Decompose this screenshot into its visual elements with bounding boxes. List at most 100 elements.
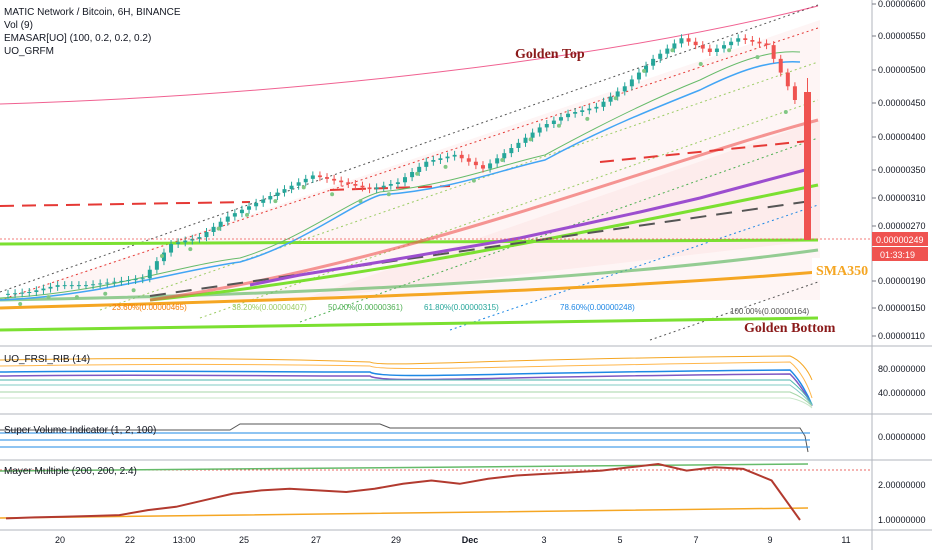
candle-body xyxy=(183,240,188,243)
candle-body xyxy=(55,285,60,287)
price-tick-label: 0.00000350 xyxy=(878,165,926,175)
indicator-vol[interactable]: Vol (9) xyxy=(4,20,33,31)
candle-body xyxy=(34,290,39,292)
candle-body xyxy=(636,72,641,80)
sar-dot xyxy=(74,295,79,300)
candle-body xyxy=(523,137,528,143)
candle-body xyxy=(530,132,535,138)
sar-dot xyxy=(528,137,533,142)
candle-body xyxy=(714,48,719,52)
candle-body xyxy=(424,161,429,167)
sar-dot xyxy=(216,226,221,231)
candle-body xyxy=(707,48,712,52)
candle-body xyxy=(722,45,727,49)
time-tick-label: 20 xyxy=(55,535,65,545)
candle-body xyxy=(197,237,202,239)
candle-body xyxy=(693,41,698,46)
candle-body xyxy=(346,182,351,184)
candle-body xyxy=(771,45,776,59)
candle-body xyxy=(509,148,514,154)
candle-body xyxy=(232,213,237,217)
sar-dot xyxy=(443,164,448,169)
sar-dot xyxy=(727,48,732,53)
sar-dot xyxy=(500,158,505,162)
candle-body xyxy=(13,293,18,295)
candle-body xyxy=(261,199,266,203)
time-tick-label: 7 xyxy=(693,535,698,545)
candle-body xyxy=(282,189,287,193)
last-price-value: 0.00000249 xyxy=(876,235,924,245)
svi-panel xyxy=(0,423,810,453)
fib-label: 61.80%(0.00000315) xyxy=(424,303,499,312)
time-tick-label: Dec xyxy=(462,535,479,545)
candle-body xyxy=(651,58,656,66)
time-axis[interactable]: 20 22 13:00 25 27 29 Dec 3 5 7 9 11 80.0000000 40.000… xyxy=(55,364,926,545)
candle-body xyxy=(98,283,103,285)
mayer-panel-title[interactable]: Mayer Multiple (200, 200, 2.4) xyxy=(4,466,137,477)
candle-body xyxy=(551,120,556,124)
candle-body xyxy=(566,113,571,118)
sar-dot xyxy=(415,171,420,176)
candle-body xyxy=(218,221,223,227)
candle-body xyxy=(27,292,32,293)
candle-body xyxy=(119,280,124,282)
candle-body xyxy=(587,108,592,111)
candle-body xyxy=(268,196,273,200)
sar-dot xyxy=(471,178,476,183)
candle-body xyxy=(317,175,322,178)
sar-dot xyxy=(783,110,788,114)
candle-body xyxy=(190,238,195,241)
price-tick-label: 0.00000110 xyxy=(878,331,925,341)
candle-body xyxy=(48,286,53,289)
rsi-panel xyxy=(0,355,813,409)
candle-body xyxy=(403,177,407,183)
candle-body xyxy=(275,192,280,196)
sar-dot xyxy=(642,68,647,73)
candle-body xyxy=(537,127,542,133)
candle-body xyxy=(126,280,131,281)
indicator-emasar[interactable]: EMASAR[UO] (100, 0.2, 0.2, 0.2) xyxy=(4,33,152,44)
time-tick-label: 27 xyxy=(311,535,321,545)
candle-body xyxy=(154,261,159,270)
candle-body xyxy=(388,184,393,186)
sar-dot xyxy=(301,185,306,190)
candle-body xyxy=(239,209,244,214)
sar-dot xyxy=(103,291,108,296)
candle-body xyxy=(658,53,663,59)
sar-dot xyxy=(613,96,618,101)
time-tick-label: 13:00 xyxy=(173,535,196,545)
candle-body xyxy=(665,48,670,54)
indicator-uo-grfm[interactable]: UO_GRFM xyxy=(4,46,54,57)
candle-body xyxy=(395,182,400,184)
sar-dot xyxy=(159,254,164,258)
sar-dot xyxy=(670,48,675,53)
candle-body xyxy=(83,285,88,287)
candle-body xyxy=(729,41,734,46)
sar-dot xyxy=(245,212,250,217)
svi-panel-title[interactable]: Super Volume Indicator (1, 2, 100) xyxy=(4,425,157,436)
rsi-panel-title[interactable]: UO_FRSI_RIB (14) xyxy=(4,354,91,365)
sar-dot xyxy=(46,295,51,300)
candle-body xyxy=(176,242,181,244)
time-tick-label: 29 xyxy=(391,535,401,545)
sma350-label: SMA350 xyxy=(816,264,868,279)
time-tick-label: 22 xyxy=(125,535,135,545)
candle-body xyxy=(140,278,145,280)
candle-body xyxy=(473,161,478,166)
time-tick-label: 5 xyxy=(617,535,622,545)
candle-body xyxy=(41,288,46,291)
candle-body xyxy=(452,154,457,157)
candle-body xyxy=(495,158,500,164)
candle-body xyxy=(438,158,443,160)
candle-body xyxy=(332,178,337,181)
candle-body xyxy=(303,178,308,183)
candle-body xyxy=(686,38,691,42)
candle-body xyxy=(360,185,365,188)
candle-body xyxy=(573,112,578,114)
price-candles xyxy=(6,34,797,299)
candle-body xyxy=(615,91,620,97)
candle-body xyxy=(325,177,330,179)
candle-body xyxy=(367,187,372,190)
mayer-panel xyxy=(0,462,872,521)
